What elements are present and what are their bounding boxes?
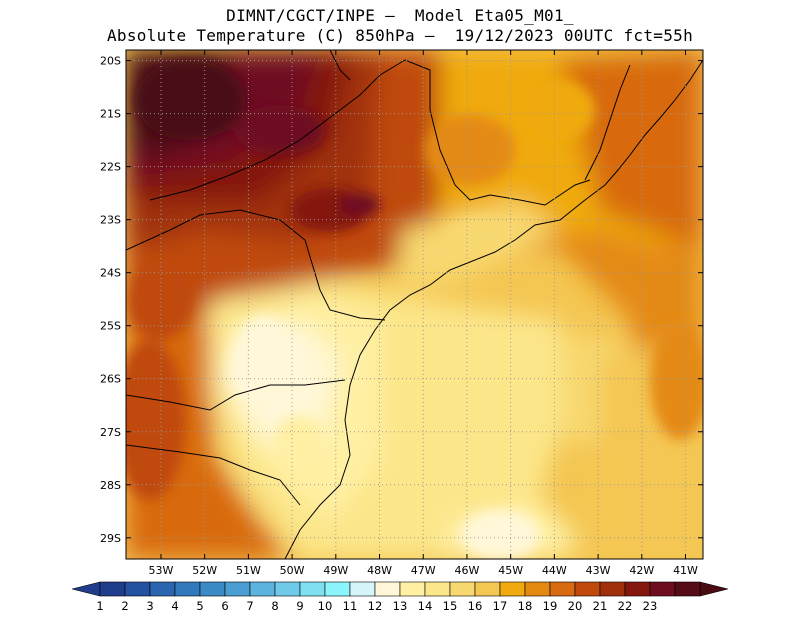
state-border-go-mg (329, 50, 351, 81)
lon-label: 52W (192, 564, 217, 577)
colorbar-swatch (674, 581, 701, 597)
colorbar-label: 5 (196, 599, 203, 613)
lat-label: 25S (100, 320, 121, 333)
state-border-ms-sp (149, 139, 301, 201)
colorbar-label: 18 (518, 599, 533, 613)
lat-label: 27S (100, 426, 121, 439)
colorbar-high-arrow (699, 581, 729, 597)
colorbar-label: 12 (368, 599, 383, 613)
lon-label: 42W (629, 564, 654, 577)
colorbar-label: 7 (246, 599, 253, 613)
state-border-mg-es (584, 64, 631, 181)
lat-label: 28S (100, 479, 121, 492)
lat-label: 23S (100, 214, 121, 227)
colorbar-label: 10 (318, 599, 333, 613)
colorbar-swatch (324, 581, 351, 597)
state-border-sc-rs (126, 444, 301, 506)
colorbar-label: 1 (96, 599, 103, 613)
colorbar-swatch (649, 581, 676, 597)
colorbar-label: 11 (343, 599, 358, 613)
colorbar-swatch (599, 581, 626, 597)
lon-label: 41W (673, 564, 698, 577)
colorbar-swatch (274, 581, 301, 597)
colorbar-label: 9 (296, 599, 303, 613)
colorbar-label: 19 (543, 599, 558, 613)
colorbar-label: 17 (493, 599, 508, 613)
latitude-labels: 20S 21S 22S 23S 24S 25S 26S 27S 28S 29S (100, 55, 703, 545)
lat-lon-grid (126, 50, 703, 559)
colorbar-label: 3 (146, 599, 153, 613)
colorbar-swatch (374, 581, 401, 597)
colorbar-swatch (499, 581, 526, 597)
lon-label: 44W (542, 564, 567, 577)
lon-label: 51W (236, 564, 261, 577)
colorbar-swatch (299, 581, 326, 597)
colorbar-swatch (124, 581, 151, 597)
atlantic-coastline (284, 59, 703, 559)
colorbar-label: 15 (443, 599, 458, 613)
lon-label: 43W (586, 564, 611, 577)
colorbar-label: 6 (221, 599, 228, 613)
colorbar-swatch (549, 581, 576, 597)
colorbar-label: 16 (468, 599, 483, 613)
lat-label: 24S (100, 267, 121, 280)
lon-label: 48W (367, 564, 392, 577)
colorbar-label: 23 (643, 599, 658, 613)
state-border-sp-rj (489, 179, 591, 206)
lat-label: 20S (100, 55, 121, 68)
colorbar-swatch (199, 581, 226, 597)
lat-label: 21S (100, 108, 121, 121)
colorbar-swatch (349, 581, 376, 597)
colorbar-label: 2 (121, 599, 128, 613)
colorbar-swatch (99, 581, 126, 597)
lon-label: 45W (498, 564, 523, 577)
colorbar-swatch (399, 581, 426, 597)
lat-label: 26S (100, 373, 121, 386)
colorbar-label: 20 (568, 599, 583, 613)
colorbar-swatch (224, 581, 251, 597)
map-frame (125, 49, 704, 560)
colorbar-swatch (449, 581, 476, 597)
chart-title-line-1: DIMNT/CGCT/INPE — Model Eta05_M01_ (226, 6, 574, 25)
lat-label: 29S (100, 532, 121, 545)
colorbar-swatch (624, 581, 651, 597)
coastline-and-borders (126, 50, 703, 559)
colorbar-swatch (149, 581, 176, 597)
colorbar-swatch (249, 581, 276, 597)
colorbar-low-arrow (71, 581, 101, 597)
colorbar-label: 8 (271, 599, 278, 613)
lon-label: 47W (411, 564, 436, 577)
state-border-mg-sp (299, 59, 491, 201)
lon-label: 46W (455, 564, 480, 577)
colorbar-swatch (174, 581, 201, 597)
colorbar-swatch (524, 581, 551, 597)
colorbar-label: 4 (171, 599, 178, 613)
lon-label: 53W (149, 564, 174, 577)
lat-label: 22S (100, 161, 121, 174)
lon-label: 49W (323, 564, 348, 577)
colorbar-label: 21 (593, 599, 608, 613)
colorbar-swatch (424, 581, 451, 597)
temperature-field (126, 50, 703, 559)
chart-title-line-2: Absolute Temperature (C) 850hPa — 19/12/… (106, 26, 694, 45)
colorbar-swatch (474, 581, 501, 597)
colorbar-label: 22 (618, 599, 633, 613)
colorbar-swatch (574, 581, 601, 597)
state-border-pr-sc (126, 379, 346, 411)
colorbar-label: 13 (393, 599, 408, 613)
colorbar-label: 14 (418, 599, 433, 613)
lon-label: 50W (280, 564, 305, 577)
longitude-labels: 53W 52W 51W 50W 49W 48W 47W 46W 45W 44W 43W 42W 41W (149, 50, 698, 577)
colorbar: 1 2 3 4 5 6 7 8 9 10 11 12 13 14 15 16 17 18 19 20 21 22 23 (71, 581, 729, 613)
